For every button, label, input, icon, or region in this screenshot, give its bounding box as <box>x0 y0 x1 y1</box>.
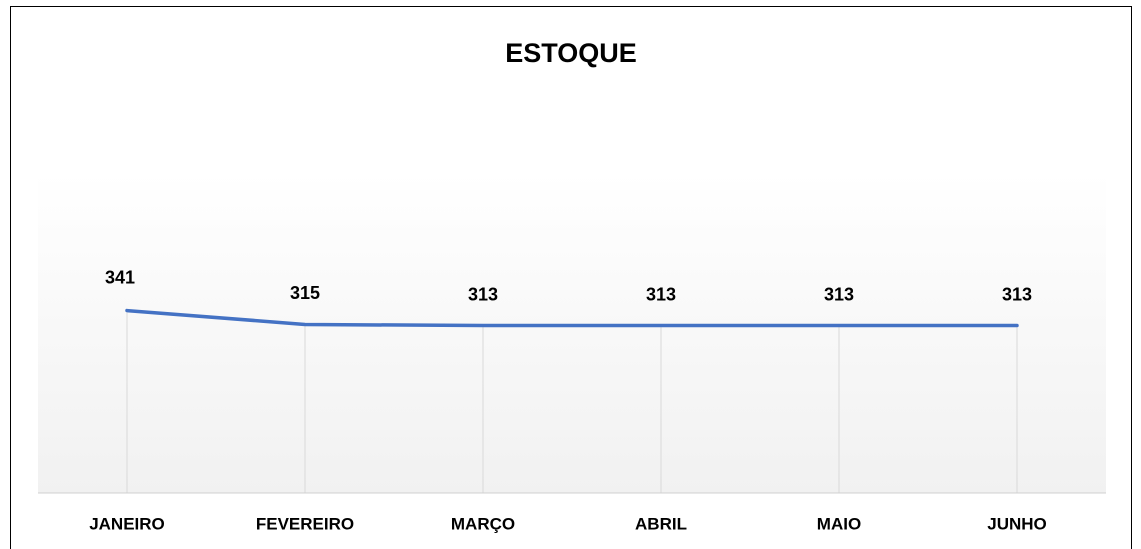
data-label: 313 <box>646 284 676 304</box>
data-label: 313 <box>824 284 854 304</box>
x-tick-label: ABRIL <box>635 514 687 533</box>
x-tick-label: JUNHO <box>987 514 1047 533</box>
x-tick-label: JANEIRO <box>89 514 165 533</box>
data-line <box>125 308 1019 328</box>
data-label: 313 <box>1002 284 1032 304</box>
marks: 341 315 313 313 313 313 <box>105 267 1032 493</box>
data-label: 315 <box>290 283 320 303</box>
x-tick-label: FEVEREIRO <box>256 514 354 533</box>
data-label: 313 <box>468 284 498 304</box>
data-label: 341 <box>105 267 135 287</box>
x-tick-label: MARÇO <box>451 514 515 533</box>
plot-area <box>38 172 1106 493</box>
x-tick-label: MAIO <box>817 514 861 533</box>
chart-title: ESTOQUE <box>505 38 637 68</box>
